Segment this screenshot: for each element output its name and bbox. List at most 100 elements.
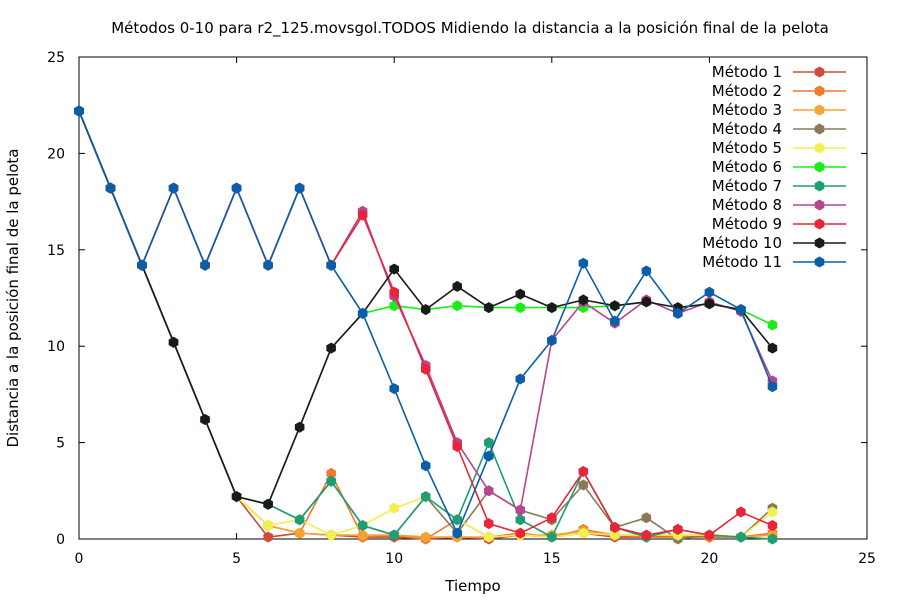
data-point: [421, 531, 431, 543]
data-point: [452, 441, 462, 452]
legend-marker: [814, 237, 825, 249]
y-tick-label: 10: [47, 339, 65, 355]
legend-label: Método 10: [702, 234, 782, 252]
y-tick-label: 15: [47, 243, 65, 259]
data-point: [294, 182, 305, 194]
data-point: [326, 342, 336, 354]
data-point: [610, 300, 620, 312]
data-point: [137, 259, 147, 271]
data-point: [263, 498, 273, 510]
legend-label: Método 7: [712, 177, 782, 195]
data-point: [484, 531, 494, 543]
legend-label: Método 2: [712, 82, 782, 100]
data-point: [515, 302, 525, 314]
data-point: [767, 520, 778, 531]
data-point: [326, 475, 336, 487]
data-point: [294, 527, 305, 539]
legend-label: Método 1: [712, 63, 782, 81]
data-point: [515, 373, 525, 385]
series-5: [74, 105, 778, 543]
data-point: [641, 512, 652, 524]
plot-frame: [78, 56, 868, 540]
legend-label: Método 5: [712, 139, 782, 157]
data-point: [578, 527, 589, 539]
data-point: [767, 533, 778, 545]
data-point: [578, 479, 589, 491]
x-axis-label: Tiempo: [444, 577, 500, 595]
data-point: [515, 527, 525, 539]
data-point: [547, 334, 557, 346]
data-point: [421, 491, 431, 503]
data-point: [515, 288, 525, 300]
data-point: [389, 383, 399, 395]
axes: 0 5 10 15 20 25 0 5 10 15 20 25: [47, 50, 876, 567]
data-point: [389, 286, 399, 298]
data-point: [74, 105, 84, 117]
data-point: [641, 529, 652, 541]
data-point: [578, 294, 589, 306]
legend-marker: [814, 199, 825, 211]
y-tick-label: 25: [47, 50, 65, 66]
legend-label: Método 6: [712, 158, 782, 176]
data-point: [610, 315, 620, 327]
legend-label: Método 4: [712, 120, 782, 138]
legend-marker: [814, 66, 825, 78]
series-10: [74, 105, 778, 510]
plot-border: [78, 56, 868, 540]
series-2: [74, 105, 778, 545]
data-point: [294, 514, 305, 526]
y-axis-label: Distancia a la posición final de la pelo…: [4, 148, 22, 447]
data-point: [452, 300, 462, 312]
data-point: [326, 529, 336, 541]
data-point: [484, 437, 494, 449]
data-point: [168, 336, 179, 348]
x-tick-label: 20: [700, 551, 718, 567]
data-point: [736, 506, 746, 518]
data-point: [673, 307, 683, 319]
data-point: [389, 502, 399, 514]
x-tick-label: 25: [858, 551, 876, 567]
data-point: [357, 520, 368, 531]
data-point: [421, 460, 431, 472]
legend-label: Método 8: [712, 196, 782, 214]
legend-marker: [814, 218, 825, 230]
data-point: [452, 514, 462, 526]
data-point: [231, 491, 242, 503]
x-tick-label: 5: [232, 551, 241, 567]
data-point: [326, 467, 336, 479]
data-point: [200, 414, 210, 425]
series-line: [78, 110, 773, 536]
legend-marker: [814, 180, 825, 192]
legend-label: Método 3: [712, 101, 782, 119]
data-point: [547, 512, 557, 524]
legend-marker: [814, 123, 825, 135]
data-point: [515, 514, 525, 526]
series-layer: [74, 105, 778, 545]
series-1: [74, 105, 778, 545]
data-point: [357, 529, 368, 541]
data-point: [105, 182, 116, 194]
x-tick-label: 10: [385, 551, 403, 567]
data-point: [231, 182, 242, 194]
legend-marker: [814, 256, 825, 268]
data-point: [578, 466, 589, 477]
y-tick-label: 5: [56, 436, 65, 452]
series-line: [78, 110, 773, 540]
data-point: [704, 286, 715, 298]
data-point: [168, 182, 179, 194]
data-point: [704, 529, 715, 541]
data-point: [484, 302, 494, 314]
series-9: [74, 105, 778, 541]
data-point: [767, 342, 778, 354]
legend-marker: [814, 104, 825, 116]
series-line: [78, 110, 773, 538]
data-point: [704, 298, 715, 310]
legend-marker: [814, 142, 825, 154]
legend-label: Método 11: [702, 253, 782, 271]
data-point: [767, 506, 778, 518]
data-point: [736, 531, 746, 543]
data-point: [200, 259, 210, 271]
data-point: [767, 319, 778, 331]
